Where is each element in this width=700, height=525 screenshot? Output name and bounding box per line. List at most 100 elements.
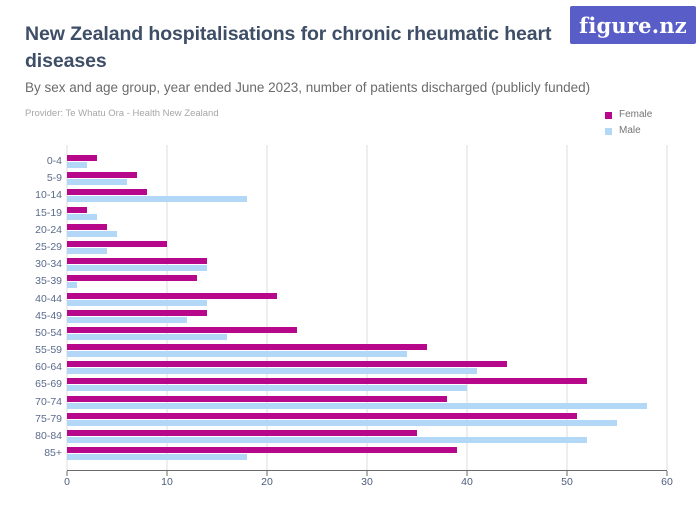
y-axis-label-20-24: 20-24	[35, 223, 62, 236]
bar-male-50-54	[67, 333, 227, 340]
bar-female-80-84	[67, 430, 417, 436]
gridline-30	[366, 145, 368, 470]
bar-group-55-59	[67, 344, 667, 361]
x-axis-tick-labels: 0 10 20 30 40 50 60	[64, 476, 673, 490]
data-provider-attribution: Provider: Te Whatu Ora - Health New Zeal…	[25, 108, 219, 119]
y-label-row: 35-39	[0, 275, 62, 292]
bar-group-75-79	[67, 412, 667, 430]
y-axis-labels: 0-4 5-9 10-14 15-19 20-24 25-29 30-34 35-39 40-4…	[0, 145, 62, 464]
y-label-row: 45-49	[0, 310, 62, 327]
bar-female-35-39	[67, 275, 197, 282]
bar-group-30-34	[67, 258, 667, 275]
bar-female-75-79	[67, 412, 577, 419]
x-tick-label-30: 30	[361, 476, 373, 488]
bar-male-65-69	[67, 385, 467, 392]
bar-group-0-4	[67, 155, 667, 172]
y-axis-label-30-34: 30-34	[35, 258, 62, 271]
x-axis-line	[66, 470, 668, 476]
bar-female-65-69	[67, 378, 587, 385]
bar-female-30-34	[67, 258, 207, 265]
bar-group-20-24	[67, 223, 667, 241]
axis-tick-20	[266, 471, 268, 476]
bar-group-10-14	[67, 189, 667, 206]
chart-legend: Female Male	[605, 110, 652, 136]
bar-male-75-79	[67, 419, 617, 426]
bar-male-85+	[67, 454, 247, 461]
bar-female-50-54	[67, 326, 297, 333]
axis-tick-0	[66, 471, 68, 476]
bar-male-35-39	[67, 282, 77, 289]
y-axis-label-40-44: 40-44	[35, 292, 62, 305]
bar-group-5-9	[67, 172, 667, 189]
y-label-row: 80-84	[0, 430, 62, 447]
bar-male-70-74	[67, 402, 647, 409]
legend-label: Female	[619, 109, 653, 120]
gridline-0	[66, 145, 68, 470]
y-axis-label-50-54: 50-54	[35, 326, 62, 339]
axis-tick-10	[166, 471, 168, 476]
x-tick-label-50: 50	[561, 476, 573, 488]
bar-female-20-24	[67, 223, 107, 230]
y-label-row: 20-24	[0, 224, 62, 241]
x-tick-label-10: 10	[161, 476, 173, 488]
bar-female-70-74	[67, 395, 447, 402]
x-tick-label-60: 60	[661, 476, 673, 488]
bar-group-60-64	[67, 361, 667, 378]
y-label-row: 60-64	[0, 361, 62, 378]
gridline-40	[466, 145, 468, 470]
legend-item-female: Female	[605, 110, 652, 120]
bar-female-15-19	[67, 206, 87, 213]
bar-group-65-69	[67, 378, 667, 395]
bar-male-55-59	[67, 351, 407, 358]
y-label-row: 0-4	[0, 155, 62, 172]
y-axis-label-65-69: 65-69	[35, 378, 62, 391]
bar-male-60-64	[67, 368, 477, 375]
bar-group-85+	[67, 447, 667, 464]
bar-female-45-49	[67, 309, 207, 316]
y-label-row: 5-9	[0, 172, 62, 189]
plot-area	[66, 145, 668, 470]
y-axis-label-70-74: 70-74	[35, 395, 62, 408]
x-tick-label-20: 20	[261, 476, 273, 488]
x-tick-label-0: 0	[64, 476, 70, 488]
bar-female-5-9	[67, 172, 137, 179]
y-axis-label-80-84: 80-84	[35, 430, 62, 442]
y-label-row: 65-69	[0, 378, 62, 395]
y-axis-label-5-9: 5-9	[46, 172, 62, 185]
bar-group-15-19	[67, 206, 667, 224]
bar-rows	[67, 145, 667, 470]
bar-male-80-84	[67, 437, 587, 443]
y-axis-label-55-59: 55-59	[35, 344, 62, 357]
bar-male-40-44	[67, 299, 207, 306]
bar-male-20-24	[67, 230, 117, 237]
y-axis-label-25-29: 25-29	[35, 240, 62, 253]
y-axis-label-35-39: 35-39	[35, 275, 62, 288]
axis-tick-40	[466, 471, 468, 476]
gridline-10	[166, 145, 168, 470]
y-label-row: 10-14	[0, 189, 62, 206]
bar-female-0-4	[67, 155, 97, 161]
y-axis-label-10-14: 10-14	[35, 189, 62, 202]
gridline-60	[666, 145, 668, 470]
axis-tick-30	[366, 471, 368, 476]
figure-nz-logo-text: figure.nz	[579, 12, 687, 38]
bar-male-45-49	[67, 316, 187, 323]
axis-tick-50	[566, 471, 568, 476]
bar-male-5-9	[67, 179, 127, 186]
y-axis-label-85+: 85+	[44, 447, 62, 460]
y-label-row: 85+	[0, 447, 62, 464]
bar-female-25-29	[67, 240, 167, 247]
bar-chart: 0-4 5-9 10-14 15-19 20-24 25-29 30-34 35-39 40-4…	[0, 145, 700, 490]
y-label-row: 15-19	[0, 207, 62, 224]
bar-male-25-29	[67, 247, 107, 254]
bar-male-10-14	[67, 196, 247, 203]
bar-male-15-19	[67, 213, 97, 220]
y-axis-label-75-79: 75-79	[35, 412, 62, 425]
legend-swatch-male	[605, 127, 612, 135]
figure-nz-logo[interactable]: figure.nz	[570, 6, 696, 44]
y-axis-label-15-19: 15-19	[35, 206, 62, 219]
y-axis-label-45-49: 45-49	[35, 309, 62, 322]
legend-item-male: Male	[605, 126, 652, 136]
legend-swatch-female	[605, 111, 612, 119]
y-label-row: 70-74	[0, 396, 62, 413]
